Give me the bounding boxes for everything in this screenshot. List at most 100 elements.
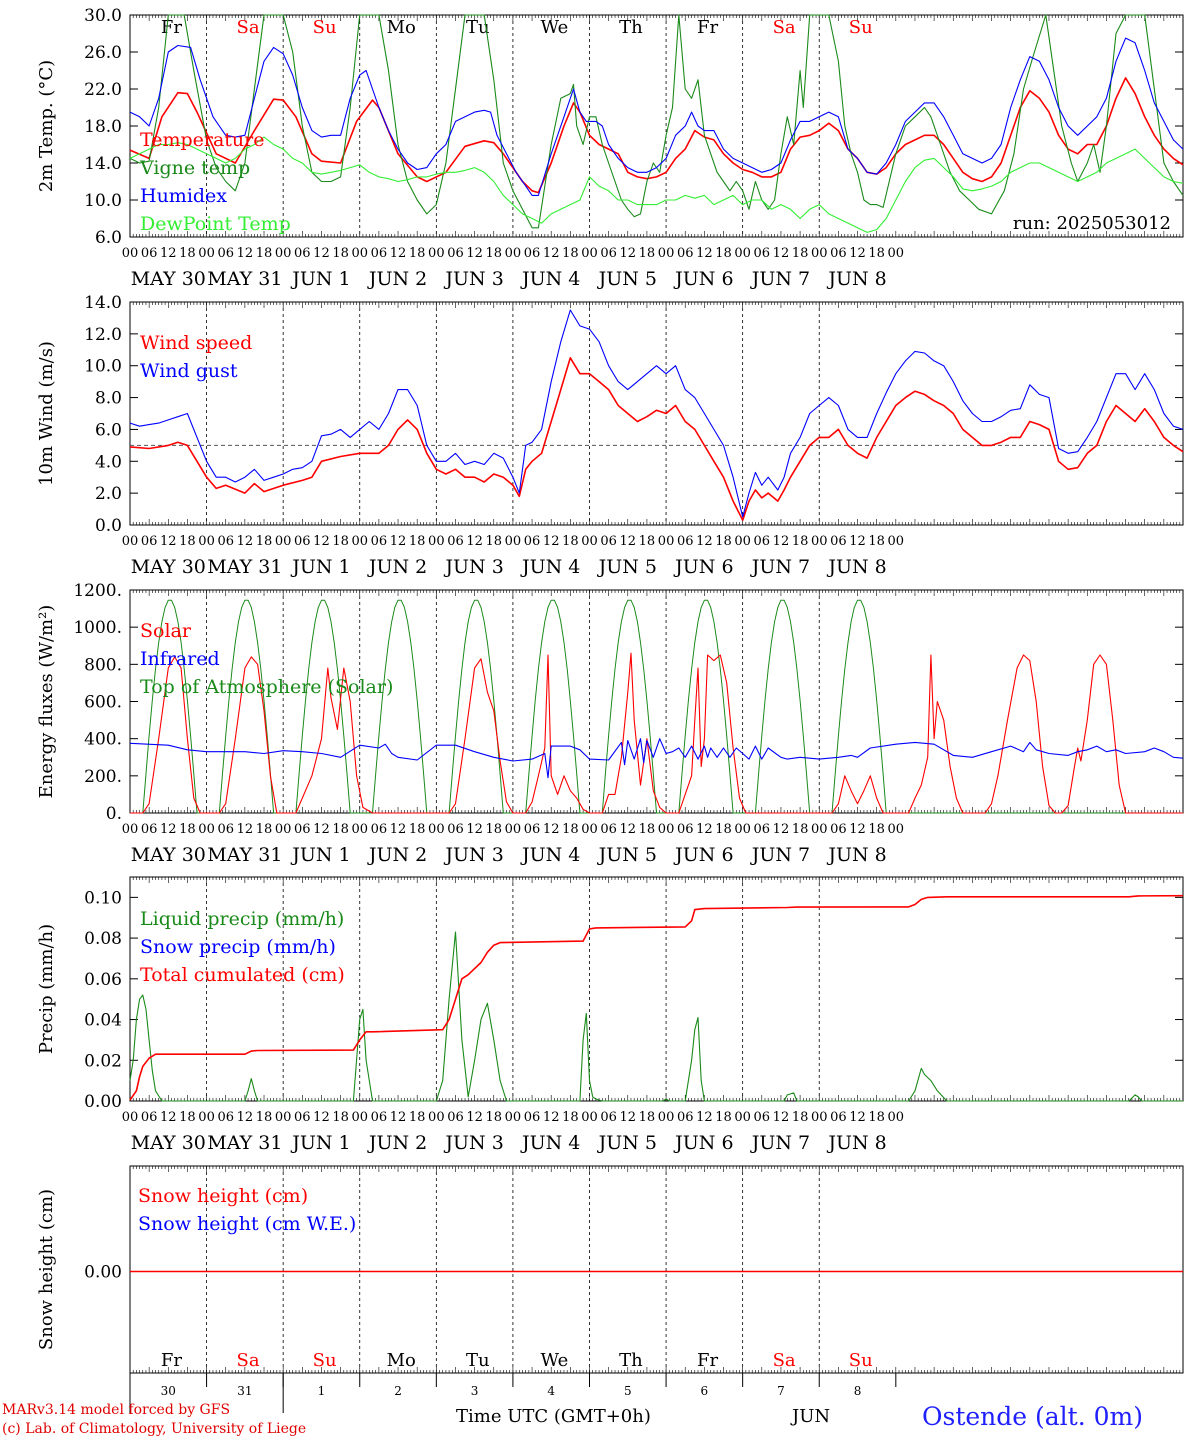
date-label: JUN 4 — [520, 556, 580, 578]
hour-tick-label: 18 — [485, 822, 502, 837]
hour-tick-label: 06 — [217, 246, 234, 261]
date-label: JUN 3 — [443, 844, 503, 866]
hour-tick-label: 00 — [505, 1110, 522, 1125]
hour-tick-label: 00 — [198, 246, 215, 261]
hour-tick-label: 12 — [313, 822, 330, 837]
hour-tick-label: 12 — [390, 822, 407, 837]
date-label: JUN 8 — [826, 1132, 886, 1154]
y-tick-label: 0. — [106, 804, 122, 824]
hour-tick-label: 12 — [160, 822, 177, 837]
day-number-label: 8 — [854, 1384, 862, 1398]
hour-tick-label: 06 — [830, 1110, 847, 1125]
y-tick-label: 10.0 — [84, 357, 122, 377]
plot-frame — [129, 589, 1184, 814]
weekday-label: Sa — [237, 17, 260, 38]
y-axis-label: 10m Wind (m/s) — [36, 341, 57, 486]
y-tick-label: 600. — [84, 693, 122, 713]
hour-tick-label: 12 — [849, 534, 866, 549]
hour-tick-label: 06 — [141, 246, 158, 261]
date-label: JUN 3 — [443, 556, 503, 578]
hour-tick-label: 12 — [390, 534, 407, 549]
weekday-label: We — [541, 1350, 569, 1371]
date-label: JUN 4 — [520, 1132, 580, 1154]
y-tick-label: 14.0 — [84, 293, 122, 313]
weekday-label: Su — [849, 1350, 873, 1371]
y-tick-label: 0.06 — [84, 970, 122, 990]
hour-tick-label: 00 — [351, 534, 368, 549]
y-tick-label: 12.0 — [84, 325, 122, 345]
hour-tick-label: 00 — [122, 534, 139, 549]
hour-tick-label: 00 — [428, 822, 445, 837]
series-line-vigne-temp — [129, 14, 1184, 229]
hour-tick-label: 00 — [428, 246, 445, 261]
hour-tick-label: 06 — [294, 534, 311, 549]
hour-tick-label: 00 — [811, 534, 828, 549]
hour-tick-label: 12 — [237, 1110, 254, 1125]
hour-tick-label: 06 — [600, 246, 617, 261]
y-tick-label: 800. — [84, 655, 122, 675]
legend-entry: Snow height (cm W.E.) — [138, 1213, 356, 1235]
weekday-label: Sa — [237, 1350, 260, 1371]
hour-tick-label: 00 — [888, 534, 905, 549]
date-label: MAY 31 — [207, 1132, 282, 1154]
date-label: JUN 5 — [597, 268, 657, 290]
weekday-label: Su — [849, 17, 873, 38]
hour-tick-label: 18 — [179, 534, 196, 549]
weekday-label: Mo — [387, 17, 416, 38]
day-number-label: 30 — [161, 1384, 176, 1398]
hour-tick-label: 18 — [792, 246, 809, 261]
hour-tick-label: 06 — [141, 534, 158, 549]
hour-tick-label: 06 — [830, 534, 847, 549]
legend-entry: Solar — [140, 620, 192, 642]
y-tick-label: 10.0 — [84, 191, 122, 211]
plot-frame — [129, 301, 1184, 526]
hour-tick-label: 06 — [677, 246, 694, 261]
day-number-label: 31 — [237, 1384, 252, 1398]
legend-entry: Humidex — [140, 185, 227, 207]
hour-tick-label: 18 — [179, 246, 196, 261]
hour-tick-label: 00 — [351, 1110, 368, 1125]
hour-tick-label: 00 — [734, 534, 751, 549]
y-tick-label: 0.08 — [84, 929, 122, 949]
hour-tick-label: 00 — [275, 1110, 292, 1125]
hour-tick-label: 06 — [677, 534, 694, 549]
hour-tick-label: 06 — [371, 822, 388, 837]
hour-tick-label: 18 — [409, 246, 426, 261]
hour-tick-label: 12 — [543, 822, 560, 837]
hour-tick-label: 00 — [275, 822, 292, 837]
hour-tick-label: 12 — [620, 246, 637, 261]
hour-tick-label: 18 — [179, 822, 196, 837]
hour-tick-label: 18 — [485, 246, 502, 261]
hour-tick-label: 00 — [198, 822, 215, 837]
date-label: MAY 30 — [131, 268, 206, 290]
hour-tick-label: 18 — [562, 1110, 579, 1125]
hour-tick-label: 06 — [217, 534, 234, 549]
hour-tick-label: 00 — [658, 534, 675, 549]
model-credit: MARv3.14 model forced by GFS — [2, 1402, 231, 1418]
hour-tick-label: 06 — [447, 822, 464, 837]
hour-tick-label: 18 — [868, 246, 885, 261]
weekday-label: Sa — [773, 17, 796, 38]
lab-credit: (c) Lab. of Climatology, University of L… — [2, 1421, 307, 1437]
y-tick-label: 26.0 — [84, 43, 122, 63]
hour-tick-label: 06 — [754, 1110, 771, 1125]
hour-tick-label: 06 — [141, 822, 158, 837]
hour-tick-label: 12 — [160, 1110, 177, 1125]
hour-tick-label: 12 — [543, 246, 560, 261]
day-number-label: 1 — [318, 1384, 326, 1398]
legend-entry: Top of Atmosphere (Solar) — [140, 676, 393, 698]
date-label: JUN 1 — [290, 1132, 350, 1154]
date-label: JUN 1 — [290, 268, 350, 290]
series-line-wind-speed — [129, 356, 1184, 522]
y-tick-label: 30.0 — [84, 6, 122, 26]
hour-tick-label: 12 — [160, 246, 177, 261]
hour-tick-label: 00 — [658, 246, 675, 261]
hour-tick-label: 00 — [275, 246, 292, 261]
y-tick-label: 0.00 — [84, 1092, 122, 1112]
hour-tick-label: 12 — [160, 534, 177, 549]
date-label: MAY 31 — [207, 556, 282, 578]
energy-panel: 0. 200. 400. 600. 800. 1000. 1200. Energy fluxe… — [36, 581, 1184, 866]
hour-tick-label: 00 — [198, 1110, 215, 1125]
hour-tick-label: 18 — [409, 1110, 426, 1125]
day-number-label: 6 — [701, 1384, 709, 1398]
